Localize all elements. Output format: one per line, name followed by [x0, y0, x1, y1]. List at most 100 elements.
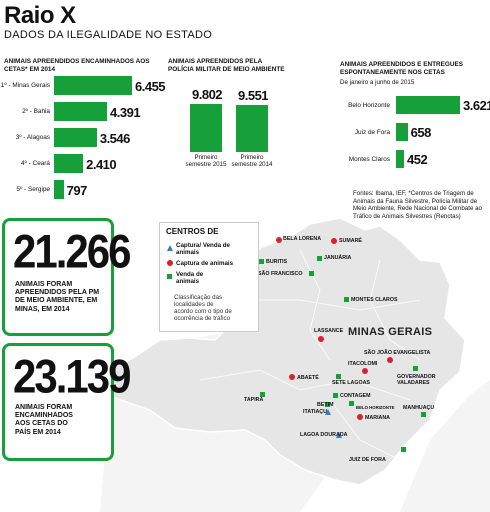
city-marker-governador-valadares	[413, 366, 418, 371]
city-marker-lagoa-dourada	[336, 432, 342, 438]
bar	[396, 96, 460, 114]
city-label-governador-valadares: GOVERNADOR VALADARES	[397, 374, 436, 386]
bar	[396, 150, 404, 168]
map-state-label: MINAS GERAIS	[348, 326, 433, 338]
city-label-buritis: BURITIS	[266, 259, 288, 265]
map-boundaries	[199, 249, 421, 461]
city-label-sao-francisco: SÃO FRANCISCO	[258, 271, 303, 277]
map-state-shape	[91, 217, 466, 486]
bar-label: Primeiro semestre 2015	[185, 154, 227, 168]
map-minas-gerais	[91, 217, 490, 512]
chart-cities-subtitle: De janeiro a junho de 2015	[340, 79, 415, 86]
chart-pm-semesters: 9.802 Primeiro semestre 2015 9.551 Primeiro…	[180, 87, 290, 190]
stat-box-cetas-2014: 23.139 ANIMAIS FORAM ENCAMINHADOS AOS CE…	[2, 343, 131, 461]
city-marker-juiz-de-fora	[401, 447, 406, 452]
city-marker-betim	[325, 402, 330, 407]
bar-value-label: 9.802	[192, 87, 223, 102]
city-marker-itacolomi	[362, 368, 368, 374]
city-label-sao-joao-evangelista: SÃO JOÃO EVANGELISTA	[364, 350, 431, 356]
city-label-sete-lagoas: SETE LAGOAS	[332, 380, 370, 386]
stat-number-pm: 21.266	[13, 224, 131, 278]
bar-value-label: 2.410	[86, 157, 117, 172]
bar	[190, 104, 222, 152]
city-marker-montes-claros	[344, 297, 349, 302]
city-label-mariana: MARIANA	[365, 415, 391, 421]
city-label-sumare: SUMARÉ	[339, 238, 362, 244]
stat-box-pm-2014: 21.266 ANIMAIS FORAM APREENDIDOS PELA PM…	[2, 218, 131, 336]
legend-blue-triangle-icon	[167, 245, 173, 251]
bar-value-label: 658	[410, 125, 432, 140]
city-marker-manhuacu	[421, 412, 426, 417]
bar-label: 4º - Ceará	[21, 160, 50, 167]
bar-value-label: 452	[406, 152, 428, 167]
city-marker-lassance	[318, 336, 324, 342]
city-label-betim: BETIM	[317, 402, 334, 408]
city-marker-tapira	[260, 392, 265, 397]
chart-cetas-by-state: 1º - Minas Gerais 6.455 2º - Bahia 4.391 3º …	[0, 76, 170, 206]
bar	[54, 154, 84, 173]
bar-label: Montes Claros	[348, 156, 390, 163]
city-label-belo-horizonte: BELO HORIZONTE	[356, 405, 395, 410]
bar-label: Primeiro semestre 2014	[231, 154, 273, 168]
bar-label: 1º - Minas Gerais	[0, 82, 50, 89]
bar	[396, 123, 408, 141]
legend-item-sale: Venda de animais	[176, 271, 204, 285]
stat-text-cetas: ANIMAIS FORAM ENCAMINHADOS AOS CETAS DO …	[15, 404, 73, 436]
bar	[54, 180, 64, 199]
legend-item-both: Captura/ Venda de animais	[176, 242, 230, 256]
legend-green-square-icon	[167, 274, 172, 279]
city-marker-sao-joao-evangelista	[387, 357, 393, 363]
stat-number-cetas: 23.139	[13, 349, 131, 403]
city-label-itacolomi: ITACOLOMI	[348, 361, 378, 367]
stat-text-pm: ANIMAIS FORAM APREENDIDOS PELA PM DE MEI…	[15, 281, 100, 313]
legend-title: CENTROS DE	[166, 227, 219, 236]
city-marker-bela-lorena	[276, 237, 282, 243]
bar	[54, 76, 132, 95]
bar-label: 3º - Alagoas	[15, 134, 50, 141]
city-marker-sumare	[331, 238, 337, 244]
city-label-contagem: CONTAGEM	[340, 393, 371, 399]
city-label-manhuacu: MANHUAÇU	[403, 405, 435, 411]
sources-note: Fontes: Ibama, IEF, *Centros de Triagem …	[353, 190, 482, 220]
city-label-montes-claros: MONTES CLAROS	[351, 297, 398, 303]
city-label-itatiacu: ITATIAÇU	[303, 409, 327, 415]
city-label-lagoa-dourada: LAGOA DOURADA	[300, 432, 348, 438]
city-marker-mariana	[357, 414, 363, 420]
page-subtitle: DADOS DA ILEGALIDADE NO ESTADO	[4, 29, 213, 41]
bar-value-label: 9.551	[238, 88, 269, 104]
bar-value-label: 4.391	[110, 105, 141, 120]
bar-label: 5º - Sergipe	[16, 186, 50, 193]
city-label-juiz-de-fora: JUIZ DE FORA	[349, 457, 386, 463]
bar-value-label: 797	[66, 183, 88, 198]
city-marker-sete-lagoas	[336, 374, 341, 379]
city-marker-buritis	[259, 259, 264, 264]
map-neighbor-state-east	[400, 380, 490, 512]
city-marker-belo-horizonte	[349, 401, 354, 406]
chart-cetas-cities: Belo Horizonte 3.621 Juiz de Fora 658 Montes…	[330, 92, 490, 172]
legend-item-capture: Captura de animais	[176, 260, 234, 267]
city-label-tapira: TAPIRA	[244, 397, 264, 403]
bar	[54, 128, 97, 147]
bar-label: Belo Horizonte	[348, 102, 390, 109]
city-label-bela-lorena: BELA LORENA	[283, 236, 322, 242]
city-label-abaete: ABAETÉ	[297, 375, 319, 381]
bar	[236, 105, 268, 152]
chart-cities-title: ANIMAIS APREENDIDOS E ENTREGUES ESPONTAN…	[340, 61, 463, 76]
city-label-januaria: JANUÁRIA	[324, 255, 352, 261]
chart-pm-title: ANIMAIS APREENDIDOS PELA POLÍCIA MILITAR…	[168, 58, 285, 73]
city-marker-januaria	[317, 256, 322, 261]
city-label-lassance: LASSANCE	[314, 328, 344, 334]
map-legend: CENTROS DE Captura/ Venda de animais Cap…	[159, 222, 259, 332]
legend-note: Classificação das localidades de acordo …	[174, 294, 232, 322]
bar	[54, 102, 108, 121]
bar-value-label: 3.621	[463, 98, 490, 113]
city-marker-sao-francisco	[309, 271, 314, 276]
chart-cetas-title: ANIMAIS APREENDIDOS ENCAMINHADOS AOS CET…	[4, 58, 150, 73]
city-marker-contagem	[333, 393, 338, 398]
city-marker-itatiacu	[325, 409, 331, 415]
page-title: Raio X	[4, 2, 76, 29]
bar-value-label: 6.455	[135, 79, 166, 94]
bar-value-label: 3.546	[99, 131, 131, 146]
city-marker-abaete	[289, 374, 295, 380]
legend-red-circle-icon	[167, 260, 173, 266]
